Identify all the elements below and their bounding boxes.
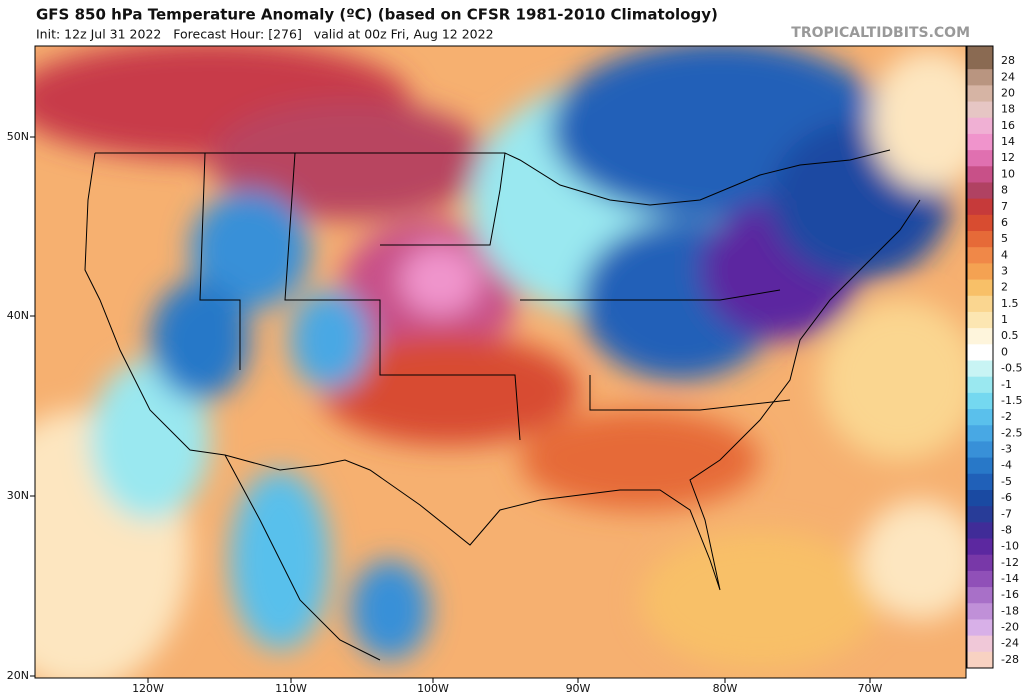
- colorbar-label: 0: [1001, 345, 1008, 358]
- lat-label: 30N: [7, 489, 29, 502]
- lat-label: 50N: [7, 130, 29, 143]
- colorbar-label: -20: [1001, 621, 1019, 634]
- colorbar-swatch: [967, 69, 993, 86]
- colorbar-swatch: [967, 85, 993, 103]
- lon-label: 70W: [858, 682, 883, 695]
- colorbar-label: -18: [1001, 604, 1019, 617]
- colorbar-swatch: [967, 133, 993, 151]
- lat-label: 20N: [7, 669, 29, 682]
- colorbar-swatch: [967, 635, 993, 653]
- colorbar-swatch: [967, 619, 993, 637]
- colorbar-label: -4: [1001, 459, 1012, 472]
- colorbar-label: -6: [1001, 491, 1012, 504]
- colorbar-swatch: [967, 263, 993, 281]
- colorbar-swatch: [967, 473, 993, 491]
- colorbar-label: 14: [1001, 135, 1015, 148]
- colorbar-swatch: [967, 53, 993, 70]
- colorbar-label: 28: [1001, 54, 1015, 67]
- colorbar-swatch: [967, 214, 993, 232]
- colorbar-label: 10: [1001, 167, 1015, 180]
- lon-label: 120W: [132, 682, 164, 695]
- colorbar-swatch: [967, 603, 993, 620]
- colorbar-swatch: [967, 538, 993, 556]
- colorbar-swatch: [967, 182, 993, 200]
- colorbar-frame: [966, 45, 994, 669]
- colorbar-label: 24: [1001, 70, 1015, 83]
- watermark: TROPICALTIDBITS.COM: [791, 25, 970, 41]
- colorbar-swatch: [967, 360, 993, 378]
- colorbar-label: 3: [1001, 264, 1008, 277]
- colorbar-label: 20: [1001, 86, 1015, 99]
- colorbar-swatch: [967, 311, 993, 329]
- colorbar-label: -14: [1001, 572, 1019, 585]
- map-frame: [34, 45, 967, 679]
- colorbar-swatch: [967, 247, 993, 264]
- colorbar-label: -0.5: [1001, 362, 1022, 375]
- colorbar-label: 2: [1001, 281, 1008, 294]
- colorbar-label: -7: [1001, 507, 1012, 520]
- colorbar-label: -2.5: [1001, 426, 1022, 439]
- colorbar-swatch: [967, 587, 993, 604]
- colorbar-swatch: [967, 150, 993, 167]
- colorbar-label: -3: [1001, 443, 1012, 456]
- colorbar-swatch: [967, 392, 993, 410]
- colorbar-swatch: [967, 425, 993, 442]
- colorbar-label: 0.5: [1001, 329, 1019, 342]
- colorbar-label: 18: [1001, 103, 1015, 116]
- colorbar-label: 1.5: [1001, 297, 1019, 310]
- colorbar-label: -1.5: [1001, 394, 1022, 407]
- colorbar-swatch: [967, 344, 993, 361]
- colorbar-swatch: [967, 231, 993, 248]
- colorbar-swatch: [967, 376, 993, 394]
- colorbar-swatch: [967, 117, 993, 135]
- colorbar-label: -12: [1001, 556, 1019, 569]
- lon-label: 90W: [566, 682, 591, 695]
- colorbar-label: -10: [1001, 540, 1019, 553]
- colorbar-label: 12: [1001, 151, 1015, 164]
- colorbar-swatch: [967, 457, 993, 475]
- colorbar-swatch: [967, 554, 993, 572]
- colorbar-swatch: [967, 522, 993, 540]
- colorbar-label: 8: [1001, 184, 1008, 197]
- colorbar-swatch: [967, 489, 993, 507]
- colorbar-swatch: [967, 506, 993, 523]
- colorbar-label: -1: [1001, 378, 1012, 391]
- title: GFS 850 hPa Temperature Anomaly (ºC) (ba…: [36, 6, 718, 24]
- colorbar-label: -28: [1001, 653, 1019, 666]
- colorbar-swatch: [967, 651, 993, 669]
- colorbar-label: 4: [1001, 248, 1008, 261]
- colorbar-swatch: [967, 166, 993, 183]
- colorbar-swatch: [967, 295, 993, 313]
- colorbar-label: -16: [1001, 588, 1019, 601]
- colorbar-swatch: [967, 441, 993, 459]
- colorbar-swatch: [967, 328, 993, 345]
- colorbar-swatch: [967, 101, 993, 119]
- colorbar-swatch: [967, 198, 993, 216]
- lon-label: 100W: [417, 682, 449, 695]
- boundaries: [84, 149, 921, 661]
- colorbar-label: 7: [1001, 200, 1008, 213]
- colorbar-swatch: [967, 279, 993, 297]
- colorbar-label: 5: [1001, 232, 1008, 245]
- colorbar-label: -24: [1001, 637, 1019, 650]
- lon-label: 80W: [713, 682, 738, 695]
- colorbar-label: -2: [1001, 410, 1012, 423]
- subtitle: Init: 12z Jul 31 2022 Forecast Hour: [27…: [36, 27, 494, 42]
- colorbar-label: 16: [1001, 119, 1015, 132]
- colorbar-label: -5: [1001, 475, 1012, 488]
- colorbar-cap: [967, 46, 993, 53]
- lat-label: 40N: [7, 309, 29, 322]
- colorbar-label: 6: [1001, 216, 1008, 229]
- colorbar-swatch: [967, 409, 993, 426]
- colorbar-swatch: [967, 570, 993, 588]
- map-field: [35, 46, 966, 678]
- colorbar-label: 1: [1001, 313, 1008, 326]
- colorbar-label: -8: [1001, 523, 1012, 536]
- lon-label: 110W: [275, 682, 307, 695]
